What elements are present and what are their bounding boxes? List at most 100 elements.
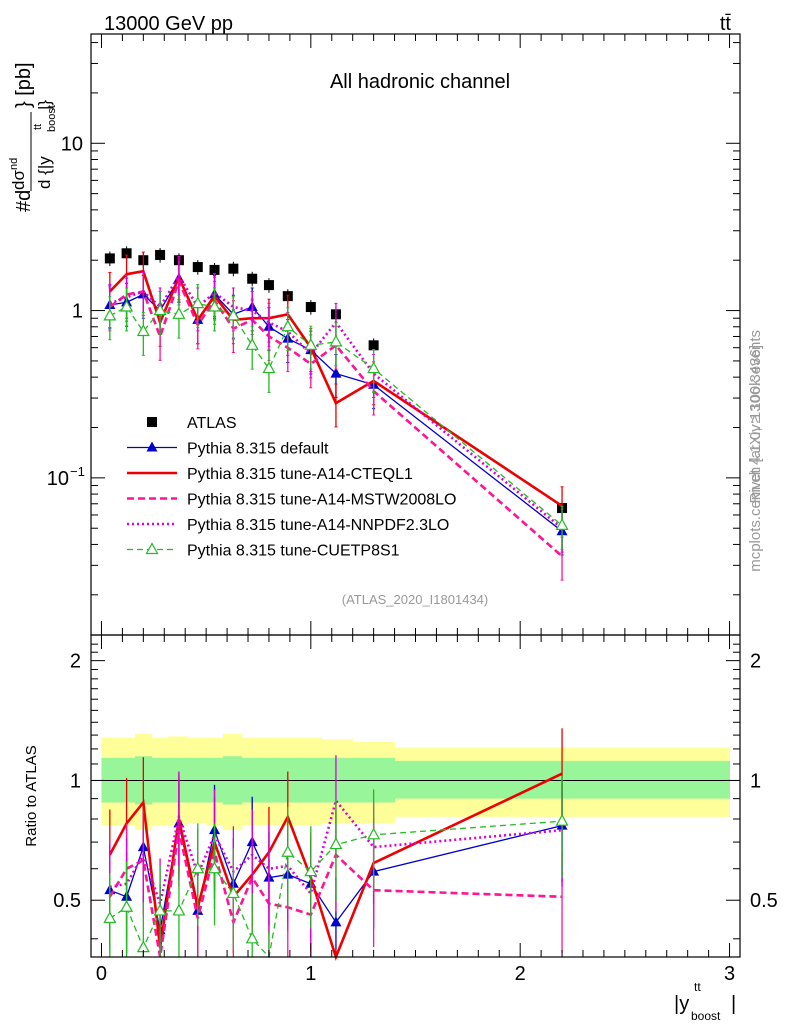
ylabel-prefix: #d — [13, 190, 35, 212]
data-point — [262, 361, 276, 374]
legend-label: Pythia 8.315 default — [187, 441, 329, 458]
x-tick-label: 0 — [96, 963, 107, 985]
data-point — [305, 302, 316, 313]
data-point — [136, 324, 150, 337]
data-point — [367, 361, 381, 374]
ratio-point — [120, 900, 134, 912]
ratio-line-cuetp8s1 — [109, 820, 563, 959]
ratio-bands — [101, 733, 731, 831]
legend-marker — [147, 417, 157, 427]
data-point — [228, 263, 239, 274]
data-point — [263, 280, 274, 291]
data-point — [281, 319, 295, 332]
data-point — [172, 307, 186, 319]
legend: ATLAS Pythia 8.315 default Pythia 8.315 tu… — [127, 415, 456, 560]
legend-label: Pythia 8.315 tune-A14-NNPDF2.3LO — [187, 517, 449, 534]
x-axis-label: |y tt boost | — [674, 980, 736, 1023]
xlabel-sup: tt — [694, 980, 701, 994]
xlabel-close: | — [731, 993, 736, 1015]
ratio-point — [329, 837, 343, 850]
legend-label: ATLAS — [187, 415, 237, 432]
energy-label: 13000 GeV pp — [104, 13, 233, 35]
xlabel-main: |y — [674, 993, 689, 1015]
data-point — [153, 303, 167, 316]
legend-marker — [146, 441, 158, 452]
data-point — [247, 273, 258, 284]
data-point — [368, 340, 379, 351]
data-point — [120, 299, 134, 312]
ylabel-denominator: d {|y — [35, 156, 54, 189]
ratio-y-tick-label-right: 0.5 — [750, 890, 778, 912]
data-point — [192, 262, 203, 273]
ratio-y-tick-label: 0.5 — [53, 890, 81, 912]
ylabel-denominator-sup: tt — [32, 124, 44, 130]
ratio-y-axis-label: Ratio to ATLAS — [23, 745, 40, 846]
legend-label: Pythia 8.315 tune-A14-MSTW2008LO — [187, 492, 456, 509]
ratio-point — [304, 864, 318, 877]
ratio-y-tick-label: 2 — [70, 651, 81, 673]
legend-label: Pythia 8.315 tune-CUETP8S1 — [187, 543, 400, 560]
legend-entry-default: Pythia 8.315 default — [127, 441, 329, 458]
rivet-version-label: Rivet 4.1.0, ≥ 100k events — [747, 330, 764, 503]
ratio-y-tick-label-right: 2 — [750, 651, 761, 673]
main-y-axis-label: #d dσ nd d {|y tt boost |} } [pb] — [8, 62, 58, 212]
legend-entry-nnpdf: Pythia 8.315 tune-A14-NNPDF2.3LO — [127, 517, 449, 534]
ratio-point — [208, 861, 222, 874]
ratio-point — [153, 903, 167, 916]
ratio-point — [330, 916, 342, 927]
main-y-tick-exponent: −1 — [70, 464, 85, 479]
ratio-series-cuetp8s1 — [103, 775, 569, 959]
chart-title: All hadronic channel — [330, 71, 510, 93]
legend-entry-mstw: Pythia 8.315 tune-A14-MSTW2008LO — [127, 492, 456, 509]
data-point — [103, 308, 117, 321]
main-y-tick-label: 10 — [47, 468, 69, 490]
legend-label: Pythia 8.315 tune-A14-CTEQL1 — [187, 466, 413, 483]
data-point — [209, 264, 220, 275]
data-point — [245, 338, 259, 350]
data-point — [155, 249, 166, 260]
process-label: tt̄ — [720, 13, 732, 35]
data-point — [329, 334, 343, 347]
x-tick-label: 1 — [305, 963, 316, 985]
data-point — [191, 296, 205, 309]
ratio-point — [555, 813, 569, 826]
ratio-y-tick-label-right: 1 — [750, 770, 761, 792]
ratio-point — [172, 903, 186, 916]
main-y-tick-label: 10 — [61, 133, 83, 155]
ratio-point — [103, 911, 117, 924]
data-point — [555, 518, 569, 530]
data-point — [104, 253, 115, 264]
ratio-point — [281, 845, 295, 857]
legend-marker — [145, 542, 159, 555]
data-point — [330, 367, 342, 378]
data-point — [226, 308, 240, 321]
x-tick-label: 2 — [515, 963, 526, 985]
ratio-y-tick-label: 1 — [70, 770, 81, 792]
ratio-point — [226, 886, 240, 899]
analysis-id-label: (ATLAS_2020_I1801434) — [342, 592, 488, 607]
x-tick-label: 3 — [724, 963, 735, 985]
ylabel-numerator-sup: nd — [8, 158, 20, 170]
mcplots-reference-label: mcplots.cern.ch [arXiv:1306.3436] — [747, 345, 764, 572]
ratio-series — [103, 728, 569, 961]
legend-entry-cteql1: Pythia 8.315 tune-A14-CTEQL1 — [127, 466, 413, 483]
data-point — [304, 338, 318, 350]
ylabel-units: } [pb] — [13, 62, 35, 108]
data-point — [208, 299, 222, 312]
ratio-point — [191, 861, 205, 874]
legend-entry-cuetp8s1: Pythia 8.315 tune-CUETP8S1 — [127, 542, 400, 560]
legend-entry-atlas: ATLAS — [147, 415, 237, 432]
ylabel-numerator: dσ — [9, 170, 28, 190]
ratio-point — [367, 827, 381, 840]
ylabel-denominator-sub: boost — [46, 105, 58, 132]
data-point — [121, 248, 132, 259]
series-cuetp8s1 — [103, 284, 569, 550]
main-series — [103, 246, 569, 581]
ratio-point — [245, 931, 259, 944]
main-y-tick-label: 1 — [72, 301, 83, 323]
series-cteql1 — [108, 251, 564, 531]
ylabel-denominator-close: |} — [35, 100, 54, 110]
xlabel-sub: boost — [691, 1009, 721, 1023]
